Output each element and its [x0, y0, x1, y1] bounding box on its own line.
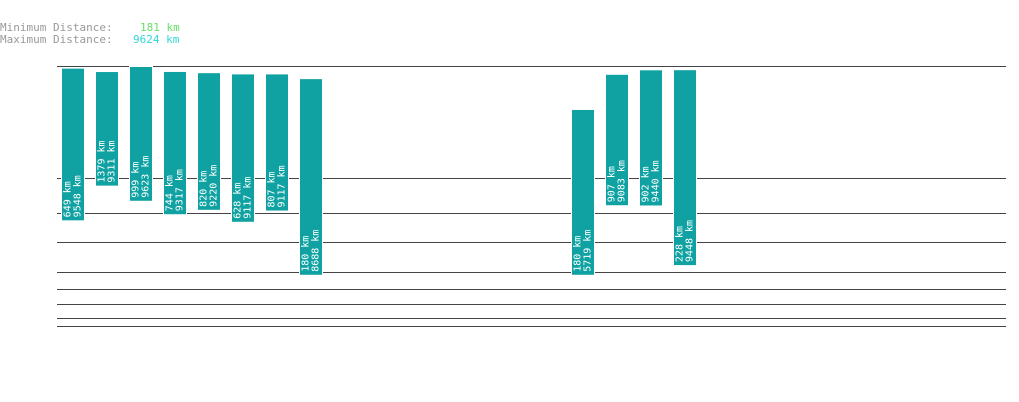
max-label: 9311 km	[107, 140, 118, 182]
range-bar	[163, 70, 187, 216]
min-label: 907 km	[607, 166, 618, 202]
range-bar	[605, 73, 629, 207]
min-label: 744 km	[165, 175, 176, 211]
max-label: 9448 km	[685, 220, 696, 262]
max-value: 9624 km	[133, 33, 180, 46]
min-label: 649 km	[63, 181, 74, 217]
range-bar	[639, 69, 663, 207]
max-label: 9548 km	[73, 175, 84, 217]
max-label: 9317 km	[175, 169, 186, 211]
max-label: Maximum Distance:	[0, 33, 113, 46]
min-label: Minimum Distance:	[0, 21, 113, 34]
max-label: 5719 km	[583, 230, 594, 272]
max-label: 9440 km	[651, 160, 662, 202]
min-label: 628 km	[233, 183, 244, 219]
range-bar	[571, 108, 595, 276]
min-label: 807 km	[267, 171, 278, 207]
min-label: 180 km	[301, 236, 312, 272]
min-value: 181 km	[140, 21, 180, 34]
min-label: 902 km	[641, 166, 652, 202]
min-label: 999 km	[131, 162, 142, 198]
range-bar	[265, 73, 289, 212]
range-bar	[197, 72, 221, 211]
max-label: 9117 km	[243, 177, 254, 219]
range-bar	[299, 78, 323, 276]
range-bar	[61, 67, 85, 222]
max-label: 8688 km	[311, 230, 322, 272]
range-bar	[231, 73, 255, 223]
range-bar	[95, 71, 119, 187]
min-label: 820 km	[199, 171, 210, 207]
range-bar	[673, 69, 697, 267]
max-label: 9117 km	[277, 165, 288, 207]
max-label: 9083 km	[617, 160, 628, 202]
max-label: 9220 km	[209, 165, 220, 207]
min-label: 228 km	[675, 226, 686, 262]
min-label: 180 km	[573, 236, 584, 272]
range-bar	[129, 66, 153, 202]
max-label: 9623 km	[141, 156, 152, 198]
min-label: 1379 km	[97, 140, 108, 182]
